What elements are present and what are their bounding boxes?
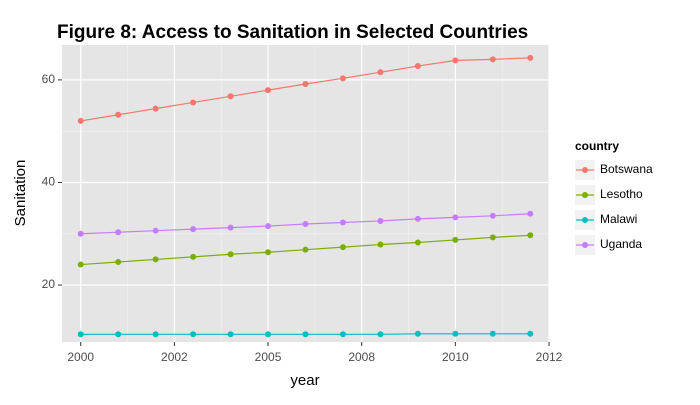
data-point [265, 331, 272, 338]
legend-label: Uganda [600, 237, 642, 251]
data-point [77, 331, 84, 338]
y-tick-label: 20 [42, 277, 56, 291]
data-point [452, 214, 459, 221]
data-point [227, 93, 234, 100]
data-point [77, 261, 84, 268]
legend-label: Malawi [600, 212, 637, 226]
data-point [489, 234, 496, 241]
data-point [452, 330, 459, 337]
legend-label: Botswana [600, 162, 653, 176]
data-point [339, 331, 346, 338]
data-point [115, 111, 122, 118]
x-tick-label: 2000 [67, 350, 94, 364]
data-point [190, 99, 197, 106]
data-point [115, 229, 122, 236]
data-point [302, 331, 309, 338]
data-point [377, 241, 384, 248]
data-point [77, 117, 84, 124]
y-tick-label: 60 [42, 72, 56, 86]
legend-title: country [575, 139, 619, 153]
plot-background [62, 45, 549, 342]
data-point [152, 105, 159, 112]
data-point [377, 217, 384, 224]
data-point [227, 331, 234, 338]
x-tick-label: 2002 [161, 350, 188, 364]
data-point [339, 244, 346, 251]
data-point [265, 249, 272, 256]
data-point [527, 330, 534, 337]
data-point [452, 57, 459, 64]
legend-key-point [582, 167, 588, 173]
data-point [115, 258, 122, 265]
data-point [489, 330, 496, 337]
y-axis-label: Sanitation [12, 160, 29, 227]
data-point [227, 224, 234, 231]
y-tick-label: 40 [42, 175, 56, 189]
x-tick-label: 2005 [255, 350, 282, 364]
grid [62, 45, 550, 342]
data-point [489, 56, 496, 63]
data-point [152, 331, 159, 338]
legend-key-point [582, 192, 588, 198]
data-point [414, 63, 421, 70]
data-point [190, 226, 197, 233]
legend-key-point [582, 217, 588, 223]
x-tick-label: 2008 [348, 350, 375, 364]
data-point [527, 232, 534, 239]
data-point [265, 223, 272, 230]
data-point [377, 331, 384, 338]
data-point [414, 330, 421, 337]
x-tick-label: 2012 [536, 350, 563, 364]
data-point [302, 221, 309, 228]
data-point [77, 230, 84, 237]
data-point [527, 210, 534, 217]
legend-label: Lesotho [600, 187, 643, 201]
legend-key-point [582, 242, 588, 248]
data-point [115, 331, 122, 338]
data-point [339, 75, 346, 82]
chart-title: Figure 8: Access to Sanitation in Select… [57, 22, 528, 43]
data-point [190, 253, 197, 260]
data-point [265, 87, 272, 94]
data-point [339, 219, 346, 226]
data-point [152, 227, 159, 234]
data-point [452, 236, 459, 243]
data-point [377, 69, 384, 76]
data-point [152, 256, 159, 263]
marks [77, 54, 534, 338]
data-point [489, 212, 496, 219]
data-point [227, 251, 234, 258]
data-point [527, 54, 534, 61]
data-point [302, 80, 309, 87]
data-point [414, 239, 421, 246]
x-axis-label: year [290, 372, 319, 389]
data-point [190, 331, 197, 338]
data-point [414, 215, 421, 222]
x-tick-label: 2010 [442, 350, 469, 364]
data-point [302, 246, 309, 253]
